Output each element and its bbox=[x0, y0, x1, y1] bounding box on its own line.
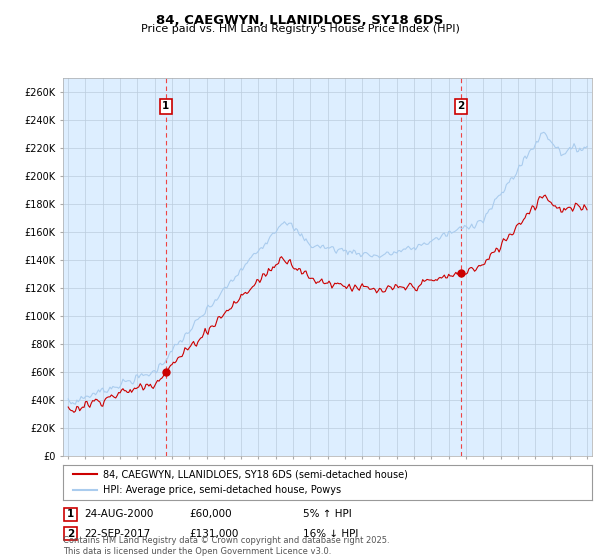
Text: 84, CAEGWYN, LLANIDLOES, SY18 6DS: 84, CAEGWYN, LLANIDLOES, SY18 6DS bbox=[157, 14, 443, 27]
Text: Price paid vs. HM Land Registry's House Price Index (HPI): Price paid vs. HM Land Registry's House … bbox=[140, 24, 460, 34]
Text: 22-SEP-2017: 22-SEP-2017 bbox=[84, 529, 150, 539]
Text: 24-AUG-2000: 24-AUG-2000 bbox=[84, 509, 154, 519]
Text: Contains HM Land Registry data © Crown copyright and database right 2025.
This d: Contains HM Land Registry data © Crown c… bbox=[63, 536, 389, 556]
Text: 2: 2 bbox=[67, 529, 74, 539]
Text: HPI: Average price, semi-detached house, Powys: HPI: Average price, semi-detached house,… bbox=[103, 485, 341, 495]
Text: £131,000: £131,000 bbox=[189, 529, 238, 539]
Text: 2: 2 bbox=[458, 101, 465, 111]
Text: 5% ↑ HPI: 5% ↑ HPI bbox=[303, 509, 352, 519]
Text: 1: 1 bbox=[67, 509, 74, 519]
Text: £60,000: £60,000 bbox=[189, 509, 232, 519]
FancyBboxPatch shape bbox=[64, 527, 77, 540]
FancyBboxPatch shape bbox=[64, 507, 77, 521]
Text: 84, CAEGWYN, LLANIDLOES, SY18 6DS (semi-detached house): 84, CAEGWYN, LLANIDLOES, SY18 6DS (semi-… bbox=[103, 469, 407, 479]
Text: 1: 1 bbox=[162, 101, 169, 111]
Text: 16% ↓ HPI: 16% ↓ HPI bbox=[303, 529, 358, 539]
